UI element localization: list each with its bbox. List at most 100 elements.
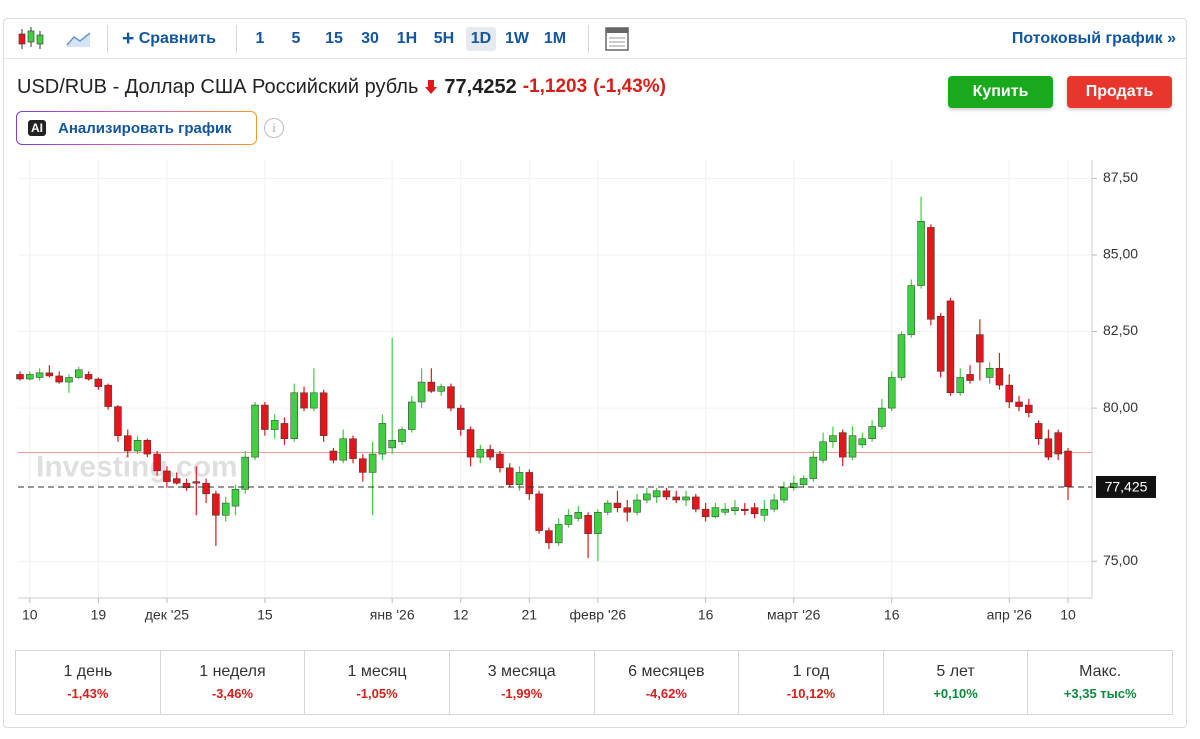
candle-body	[741, 508, 749, 511]
candle-body	[221, 502, 230, 516]
x-tick-label: 10	[22, 607, 38, 623]
x-tick-label: апр '26	[987, 607, 1033, 623]
candle-body	[858, 438, 867, 446]
candle-body	[515, 472, 524, 485]
timeframe-button[interactable]: 1D	[466, 27, 496, 51]
y-tick-label: 82,50	[1103, 322, 1138, 338]
performance-cell[interactable]: 1 день -1,43%	[16, 651, 161, 714]
calendar-icon[interactable]	[604, 26, 630, 52]
candle-body	[1054, 432, 1062, 455]
candle-body	[329, 450, 338, 461]
candle-body	[721, 508, 729, 513]
candle-body	[388, 440, 396, 449]
period-change: +0,10%	[933, 686, 978, 701]
timeframe-button[interactable]: 1H	[396, 30, 418, 47]
performance-cell[interactable]: 3 месяца -1,99%	[450, 651, 595, 714]
stream-link[interactable]: Потоковый график »	[1011, 30, 1176, 47]
candle-body	[623, 507, 632, 513]
timeframe-button[interactable]: 1	[255, 30, 265, 47]
period-change: +3,35 тыс%	[1063, 686, 1137, 701]
y-tick-label: 85,00	[1103, 246, 1138, 262]
toolbar: + Сравнить Потоковый график » 1 5 15 30 1H 5H…	[4, 19, 1186, 59]
performance-cell[interactable]: Макс. +3,35 тыс%	[1028, 651, 1172, 714]
period-label: 6 месяцев	[628, 663, 705, 680]
candle-body	[65, 377, 73, 383]
timeframe-button[interactable]: 30	[361, 30, 379, 47]
candle-body	[437, 386, 445, 392]
info-icon[interactable]: i	[264, 118, 284, 138]
performance-cell[interactable]: 1 неделя -3,46%	[161, 651, 306, 714]
timeframe-button[interactable]: 1M	[543, 30, 567, 47]
candle-body	[182, 482, 191, 488]
candle-body	[770, 499, 778, 510]
y-tick-label: 87,50	[1103, 169, 1138, 185]
candle-body	[16, 374, 24, 380]
performance-cell[interactable]: 1 год -10,12%	[739, 651, 884, 714]
candle-body	[300, 392, 308, 409]
period-label: 1 неделя	[199, 663, 266, 680]
candle-body	[809, 456, 818, 479]
candle-body	[35, 372, 44, 378]
candle-body	[349, 438, 357, 459]
x-tick-label: 16	[884, 607, 900, 623]
candle-body	[368, 453, 377, 473]
separator	[107, 25, 108, 53]
area-icon[interactable]	[64, 27, 94, 51]
chart: Investing.com 75,00 80,00 82,50 85,00 87,50 10…	[16, 160, 1156, 623]
candle-body	[319, 392, 328, 436]
candle-body	[456, 407, 465, 430]
candle-body	[545, 530, 553, 544]
candle-body	[84, 374, 93, 380]
candle-body	[261, 404, 269, 430]
timeframe-button[interactable]: 1W	[505, 30, 529, 47]
candle-body	[672, 496, 680, 501]
candle-body	[633, 499, 641, 513]
analyze-button[interactable]: AI Анализировать график	[16, 111, 257, 145]
candle-icon[interactable]	[16, 25, 46, 53]
period-label: 3 месяца	[487, 663, 556, 680]
x-tick-label: 21	[522, 607, 538, 623]
period-label: Макс.	[1079, 663, 1122, 680]
candle-body	[1005, 384, 1013, 403]
candle-body	[123, 435, 132, 452]
candle-body	[496, 453, 504, 469]
performance-cell[interactable]: 5 лет +0,10%	[884, 651, 1029, 714]
candle-body	[613, 502, 622, 508]
candle-body	[692, 496, 700, 510]
candle-body	[202, 482, 210, 495]
price: 77,4252	[444, 75, 517, 98]
candle-body	[133, 440, 142, 452]
candle-body	[153, 453, 161, 472]
period-change: -1,05%	[356, 686, 398, 701]
candle-body	[45, 372, 54, 377]
period-change: -1,99%	[501, 686, 543, 701]
x-tick-label: дек '25	[145, 607, 189, 623]
timeframe-button[interactable]: 5H	[433, 30, 455, 47]
separator	[236, 25, 237, 53]
candle-body	[26, 374, 34, 380]
price-change: -1,1203	[522, 76, 588, 97]
performance-cell[interactable]: 1 месяц -1,05%	[305, 651, 450, 714]
x-tick-label: февр '26	[570, 607, 627, 623]
candle-body	[408, 401, 416, 430]
candle-body	[172, 478, 181, 484]
sell-button[interactable]: Продать	[1067, 76, 1172, 108]
buy-button[interactable]: Купить	[948, 76, 1053, 108]
candle-body	[525, 472, 534, 495]
timeframe-button[interactable]: 5	[291, 30, 301, 47]
timeframe-button[interactable]: 15	[325, 30, 343, 47]
period-label: 1 год	[792, 663, 830, 680]
candle-body	[486, 449, 494, 458]
candle-body	[427, 381, 436, 392]
candle-body	[378, 423, 387, 455]
period-label: 1 день	[63, 663, 113, 680]
ai-badge: AI	[28, 120, 46, 136]
candle-body	[643, 493, 651, 501]
candle-body	[417, 381, 426, 403]
candle-body	[701, 508, 710, 518]
performance-cell[interactable]: 6 месяцев -4,62%	[595, 651, 740, 714]
compare-button[interactable]: + Сравнить	[122, 27, 216, 50]
candle-body	[652, 490, 661, 498]
last-price-box	[1096, 475, 1156, 498]
candle-body	[310, 392, 318, 409]
